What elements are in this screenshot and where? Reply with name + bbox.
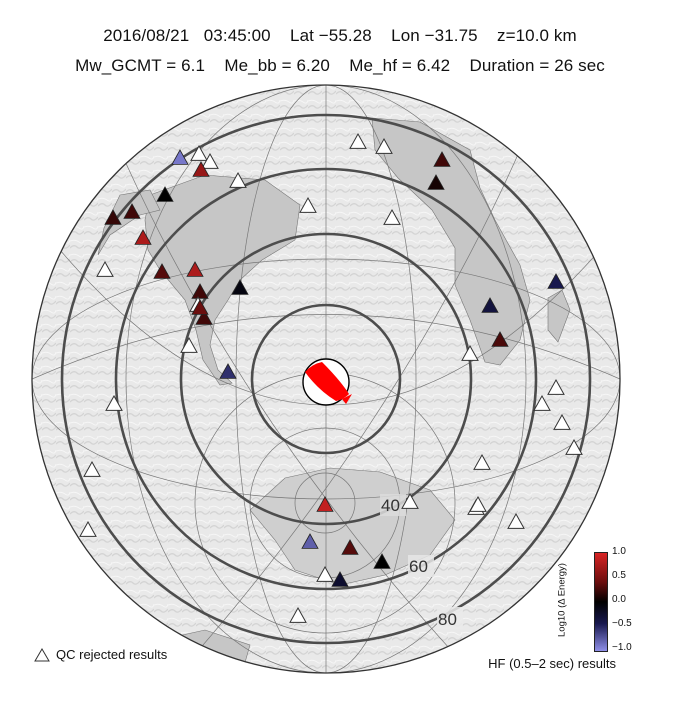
ring-label-60: 60 xyxy=(409,557,428,576)
station-hf-result xyxy=(231,279,249,295)
header-line-1: 2016/08/21 03:45:00 Lat −55.28 Lon −31.7… xyxy=(103,26,577,45)
distance-rings xyxy=(60,113,592,645)
station-qc-rejected xyxy=(375,137,393,154)
station-hf-result xyxy=(153,263,171,279)
station-qc-rejected xyxy=(289,606,307,623)
central-america-landmass xyxy=(97,189,161,256)
station-qc-rejected xyxy=(316,565,334,582)
station-hf-result xyxy=(134,229,152,245)
station-hf-result xyxy=(156,186,174,202)
station-qc-rejected xyxy=(461,344,479,361)
ring-60 xyxy=(114,167,538,591)
ring-20 xyxy=(250,303,402,455)
station-hf-result xyxy=(192,161,210,177)
station-hf-result xyxy=(547,273,565,289)
station-qc-rejected xyxy=(533,394,551,411)
station-hf-result xyxy=(427,174,445,190)
station-hf-result xyxy=(316,496,334,512)
station-hf-result xyxy=(171,149,189,165)
qc-legend-label: QC rejected results xyxy=(56,647,168,662)
station-hf-result xyxy=(186,261,204,277)
station-qc-rejected xyxy=(201,152,219,169)
colorbar xyxy=(594,552,608,652)
station-qc-rejected xyxy=(547,378,565,395)
station-qc-rejected xyxy=(180,336,198,353)
station-qc-rejected xyxy=(349,132,367,149)
globe-outline xyxy=(31,84,621,674)
station-qc-rejected xyxy=(79,520,97,537)
station-qc-rejected xyxy=(105,394,123,411)
ring-80 xyxy=(60,113,592,645)
station-hf-result xyxy=(191,283,209,299)
station-hf-result xyxy=(433,151,451,167)
station-hf-result xyxy=(341,539,359,555)
station-qc-rejected xyxy=(473,453,491,470)
station-hf-result xyxy=(373,553,391,569)
colorbar-tick: 0.0 xyxy=(612,594,626,605)
station-hf-result xyxy=(104,209,122,225)
station-qc-rejected xyxy=(229,171,247,188)
station-hf-result xyxy=(491,331,509,347)
ring-40 xyxy=(179,232,473,526)
station-qc-rejected xyxy=(507,512,525,529)
station-hf-result xyxy=(123,203,141,219)
triangle-outline-icon xyxy=(34,647,50,661)
station-hf-result xyxy=(301,533,319,549)
station-qc-rejected xyxy=(299,196,317,213)
station-hf-result xyxy=(191,299,209,315)
station-hf-result xyxy=(219,363,237,379)
station-qc-rejected xyxy=(565,438,583,455)
colorbar-tick: 1.0 xyxy=(612,546,626,557)
station-markers xyxy=(79,132,583,623)
station-qc-rejected xyxy=(190,144,208,161)
colorbar-tick: 0.5 xyxy=(612,570,626,581)
header-line-2: Mw_GCMT = 6.1 Me_bb = 6.20 Me_hf = 6.42 … xyxy=(75,56,605,75)
station-hf-result xyxy=(481,297,499,313)
ring-label-80: 80 xyxy=(438,610,457,629)
station-qc-rejected xyxy=(383,208,401,225)
station-hf-result xyxy=(331,571,349,587)
qc-legend: QC rejected results xyxy=(34,647,167,662)
station-qc-rejected xyxy=(469,495,487,512)
station-qc-rejected xyxy=(553,413,571,430)
ring-label-40: 40 xyxy=(381,496,400,515)
station-qc-rejected xyxy=(96,260,114,277)
colorbar-tick: −1.0 xyxy=(612,642,632,653)
hf-legend-label: HF (0.5–2 sec) results xyxy=(488,656,616,671)
focal-mechanism-beachball xyxy=(302,358,352,406)
station-hf-result xyxy=(195,309,213,325)
colorbar-tick: −0.5 xyxy=(612,618,632,629)
station-qc-rejected xyxy=(401,492,419,509)
station-qc-rejected xyxy=(83,460,101,477)
colorbar-label: Log10 (Δ Energy) xyxy=(556,563,568,637)
